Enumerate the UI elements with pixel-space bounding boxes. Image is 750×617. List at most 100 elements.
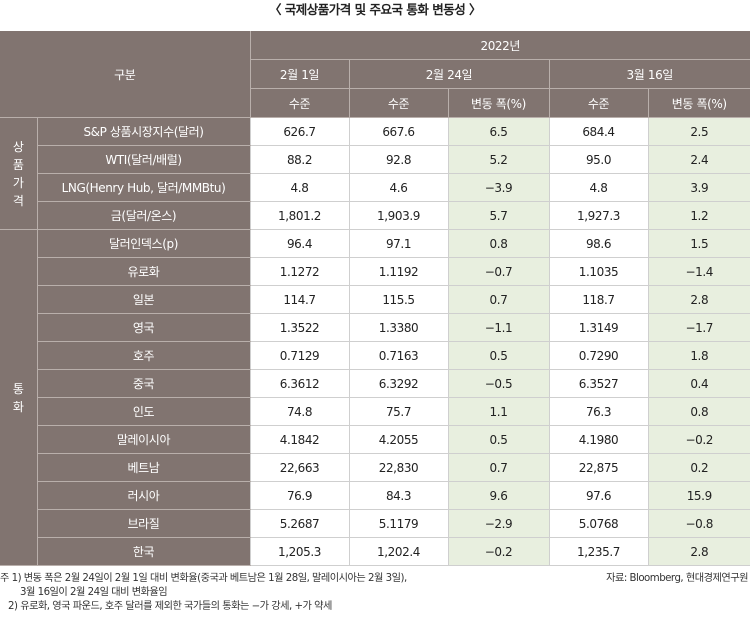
item-name: 한국	[36, 537, 250, 566]
value-feb1: 6.3612	[249, 369, 349, 398]
header-change: 변동 폭(%)	[447, 88, 549, 118]
table-row: 러시아 76.9 84.3 9.6 97.6 15.9	[0, 481, 750, 510]
item-name: 호주	[36, 341, 250, 370]
change-mar16: 2.8	[647, 285, 750, 314]
table-body: 상 품 가 격 S&P 상품시장지수(달러) 626.7 667.6 6.5 684.4 2.5 W…	[0, 117, 750, 566]
item-name: S&P 상품시장지수(달러)	[36, 117, 250, 146]
value-feb24: 84.3	[348, 481, 448, 510]
value-mar16: 6.3527	[548, 369, 648, 398]
value-feb24: 97.1	[348, 229, 448, 258]
table-row: 인도 74.8 75.7 1.1 76.3 0.8	[0, 397, 750, 426]
change-mar16: 1.2	[647, 201, 750, 230]
note-line-1: 주 1) 변동 폭은 2월 24일이 2월 1일 대비 변화율(중국과 베트남은…	[0, 573, 407, 584]
group-char: 통	[12, 381, 24, 396]
value-mar16: 5.0768	[548, 509, 648, 538]
group-char: 가	[12, 175, 24, 190]
value-mar16: 1,235.7	[548, 537, 648, 566]
change-feb24: −0.5	[447, 369, 549, 398]
change-mar16: −0.8	[647, 509, 750, 538]
value-feb1: 22,663	[249, 453, 349, 482]
header-date-mar16: 3월 16일	[548, 59, 750, 89]
change-mar16: 15.9	[647, 481, 750, 510]
group-char: 화	[12, 399, 24, 414]
value-feb24: 1.3380	[348, 313, 448, 342]
change-mar16: 2.4	[647, 145, 750, 174]
value-mar16: 97.6	[548, 481, 648, 510]
table-row: 호주 0.7129 0.7163 0.5 0.7290 1.8	[0, 341, 750, 370]
item-name: 일본	[36, 285, 250, 314]
item-name: 브라질	[36, 509, 250, 538]
change-mar16: −1.7	[647, 313, 750, 342]
value-feb24: 1,903.9	[348, 201, 448, 230]
table-row: 상 품 가 격 S&P 상품시장지수(달러) 626.7 667.6 6.5 684.4 2.5	[0, 117, 750, 230]
value-mar16: 98.6	[548, 229, 648, 258]
value-mar16: 684.4	[548, 117, 648, 146]
change-feb24: 0.5	[447, 425, 549, 454]
table-row: 유로화 1.1272 1.1192 −0.7 1.1035 −1.4	[0, 257, 750, 286]
change-feb24: 5.7	[447, 201, 549, 230]
table-row: WTI(달러/배럴) 88.2 92.8 5.2 95.0 2.4	[0, 145, 750, 174]
group-char: 품	[12, 157, 24, 172]
value-feb1: 88.2	[249, 145, 349, 174]
value-feb24: 6.3292	[348, 369, 448, 398]
change-mar16: 0.2	[647, 453, 750, 482]
table-row: 일본 114.7 115.5 0.7 118.7 2.8	[0, 285, 750, 314]
value-feb24: 115.5	[348, 285, 448, 314]
item-name: LNG(Henry Hub, 달러/MMBtu)	[36, 173, 250, 202]
table-row: 금(달러/온스) 1,801.2 1,903.9 5.7 1,927.3 1.2	[0, 201, 750, 230]
footnotes: 주 1) 변동 폭은 2월 24일이 2월 1일 대비 변화율(중국과 베트남은…	[0, 572, 750, 614]
value-feb1: 626.7	[249, 117, 349, 146]
change-feb24: 5.2	[447, 145, 549, 174]
item-name: 유로화	[36, 257, 250, 286]
data-table: 구분 2022년 2월 1일 2월 24일 3월 16일 수준 수준 변동 폭(…	[0, 31, 750, 566]
change-feb24: 1.1	[447, 397, 549, 426]
change-mar16: 1.8	[647, 341, 750, 370]
value-feb24: 92.8	[348, 145, 448, 174]
value-mar16: 22,875	[548, 453, 648, 482]
value-feb24: 0.7163	[348, 341, 448, 370]
note-line-2: 3월 16일이 2월 24일 대비 변화율임	[20, 587, 168, 598]
table-row: LNG(Henry Hub, 달러/MMBtu) 4.8 4.6 −3.9 4.8 3.9	[0, 173, 750, 202]
change-feb24: −1.1	[447, 313, 549, 342]
source-note: 자료: Bloomberg, 현대경제연구원	[606, 573, 748, 584]
item-name: 영국	[36, 313, 250, 342]
value-feb1: 74.8	[249, 397, 349, 426]
change-feb24: 0.7	[447, 285, 549, 314]
item-name: 달러인덱스(p)	[36, 229, 250, 258]
change-feb24: 9.6	[447, 481, 549, 510]
change-feb24: 0.5	[447, 341, 549, 370]
header-date-feb1: 2월 1일	[249, 59, 349, 89]
item-name: 베트남	[36, 453, 250, 482]
value-mar16: 118.7	[548, 285, 648, 314]
value-feb1: 114.7	[249, 285, 349, 314]
value-feb1: 1,205.3	[249, 537, 349, 566]
change-feb24: 0.7	[447, 453, 549, 482]
header-change: 변동 폭(%)	[647, 88, 750, 118]
note-line-3: 2) 유로화, 영국 파운드, 호주 달러를 제외한 국가들의 통화는 −가 강…	[8, 601, 332, 612]
value-mar16: 4.8	[548, 173, 648, 202]
header-level: 수준	[348, 88, 448, 118]
group-char: 격	[12, 193, 24, 208]
item-name: 중국	[36, 369, 250, 398]
value-feb1: 1.3522	[249, 313, 349, 342]
item-name: WTI(달러/배럴)	[36, 145, 250, 174]
value-feb24: 4.6	[348, 173, 448, 202]
change-feb24: 0.8	[447, 229, 549, 258]
value-feb24: 22,830	[348, 453, 448, 482]
change-feb24: 6.5	[447, 117, 549, 146]
value-feb1: 76.9	[249, 481, 349, 510]
value-feb24: 1,202.4	[348, 537, 448, 566]
header-gubun: 구분	[0, 31, 250, 118]
table-row: 베트남 22,663 22,830 0.7 22,875 0.2	[0, 453, 750, 482]
value-mar16: 1.3149	[548, 313, 648, 342]
change-mar16: 2.8	[647, 537, 750, 566]
value-feb1: 5.2687	[249, 509, 349, 538]
value-feb24: 4.2055	[348, 425, 448, 454]
header-level: 수준	[548, 88, 648, 118]
value-feb1: 96.4	[249, 229, 349, 258]
change-mar16: 0.8	[647, 397, 750, 426]
change-feb24: −2.9	[447, 509, 549, 538]
group-char: 상	[12, 139, 24, 154]
value-mar16: 95.0	[548, 145, 648, 174]
